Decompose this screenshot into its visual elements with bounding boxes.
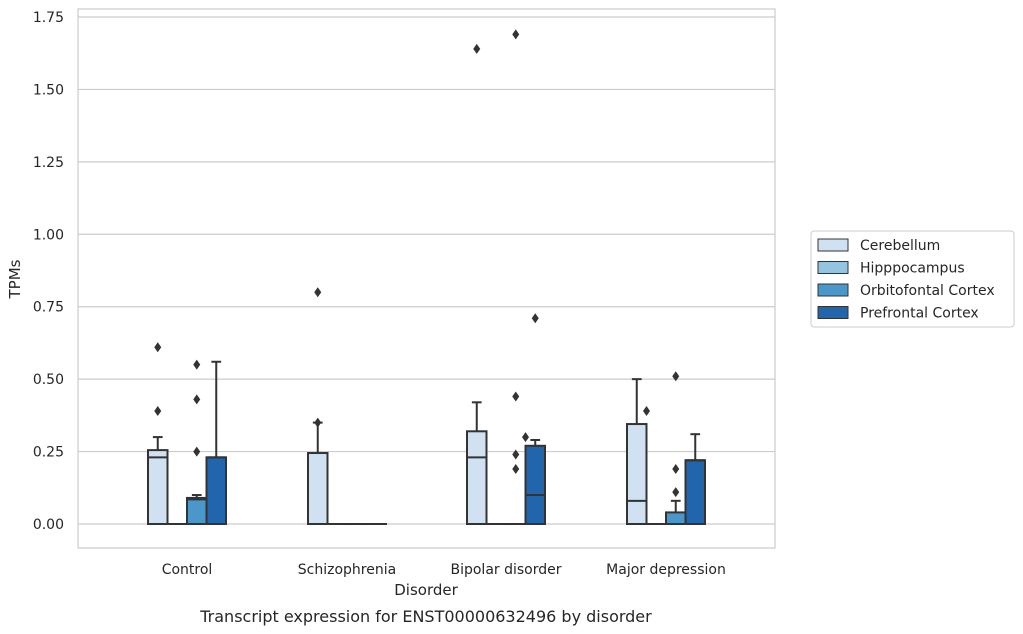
outlier-point (531, 313, 539, 324)
outlier-point (643, 406, 650, 417)
outlier-point (512, 449, 520, 460)
x-tick-label: Schizophrenia (298, 562, 396, 578)
x-tick-label: Control (162, 562, 213, 578)
x-axis-label: Disorder (394, 581, 458, 599)
legend-swatch (817, 283, 849, 297)
series-cerebellum (147, 43, 648, 526)
box-series (147, 29, 706, 526)
box (524, 444, 546, 525)
x-tick-label: Major depression (606, 562, 726, 578)
box (307, 452, 329, 525)
box (205, 456, 227, 526)
outlier-point (154, 342, 162, 353)
box (665, 511, 687, 526)
legend: Cerebellum Hipppocampus Orbitofontal Corte… (810, 230, 1015, 328)
y-tick-label: 1.00 (33, 227, 64, 243)
outlier-point (193, 394, 201, 405)
plot-area-frame (77, 8, 776, 549)
outlier-point (672, 463, 680, 474)
box (626, 423, 648, 526)
chart-caption: Transcript expression for ENST0000063249… (199, 607, 652, 626)
legend-label: Hipppocampus (860, 261, 965, 277)
outlier-point (193, 446, 201, 457)
y-tick-label: 0.75 (33, 300, 64, 316)
outlier-point (522, 432, 529, 443)
y-tick-label: 1.25 (33, 155, 64, 171)
legend-frame (810, 230, 1015, 328)
outlier-point (512, 463, 520, 474)
box (147, 449, 169, 526)
y-tick-label: 0.50 (33, 372, 64, 388)
legend-swatch (817, 261, 849, 274)
outlier-point (193, 359, 201, 370)
legend-label: Cerebellum (860, 238, 940, 254)
outlier-point (154, 406, 162, 417)
legend-swatch (817, 238, 849, 252)
series-prefrontal-cortex (205, 313, 706, 526)
legend-label: Orbitofontal Cortex (860, 283, 995, 299)
x-tick-label: Bipolar disorder (450, 562, 561, 578)
box (186, 496, 208, 526)
x-axis-ticks: Control Schizophrenia Bipolar disorder Majo… (162, 562, 726, 578)
y-tick-label: 1.50 (33, 82, 64, 98)
y-tick-label: 1.75 (33, 10, 64, 26)
extra-outliers (522, 406, 650, 443)
outlier-point (512, 391, 520, 402)
box (466, 430, 488, 526)
y-tick-label: 0.00 (33, 517, 64, 533)
outlier-point (512, 29, 520, 40)
y-axis-label: TPMs (6, 259, 24, 299)
legend-swatch (817, 306, 849, 319)
outlier-point (672, 487, 680, 498)
outlier-point (314, 417, 322, 428)
outlier-point (672, 371, 680, 382)
legend-label: Prefrontal Cortex (860, 306, 979, 322)
box (684, 459, 706, 525)
y-axis-ticks: 0.00 0.25 0.50 0.75 1.00 1.25 1.50 1.75 (33, 10, 64, 533)
y-tick-label: 0.25 (33, 445, 64, 461)
outlier-point (314, 287, 322, 298)
outlier-point (473, 43, 481, 54)
